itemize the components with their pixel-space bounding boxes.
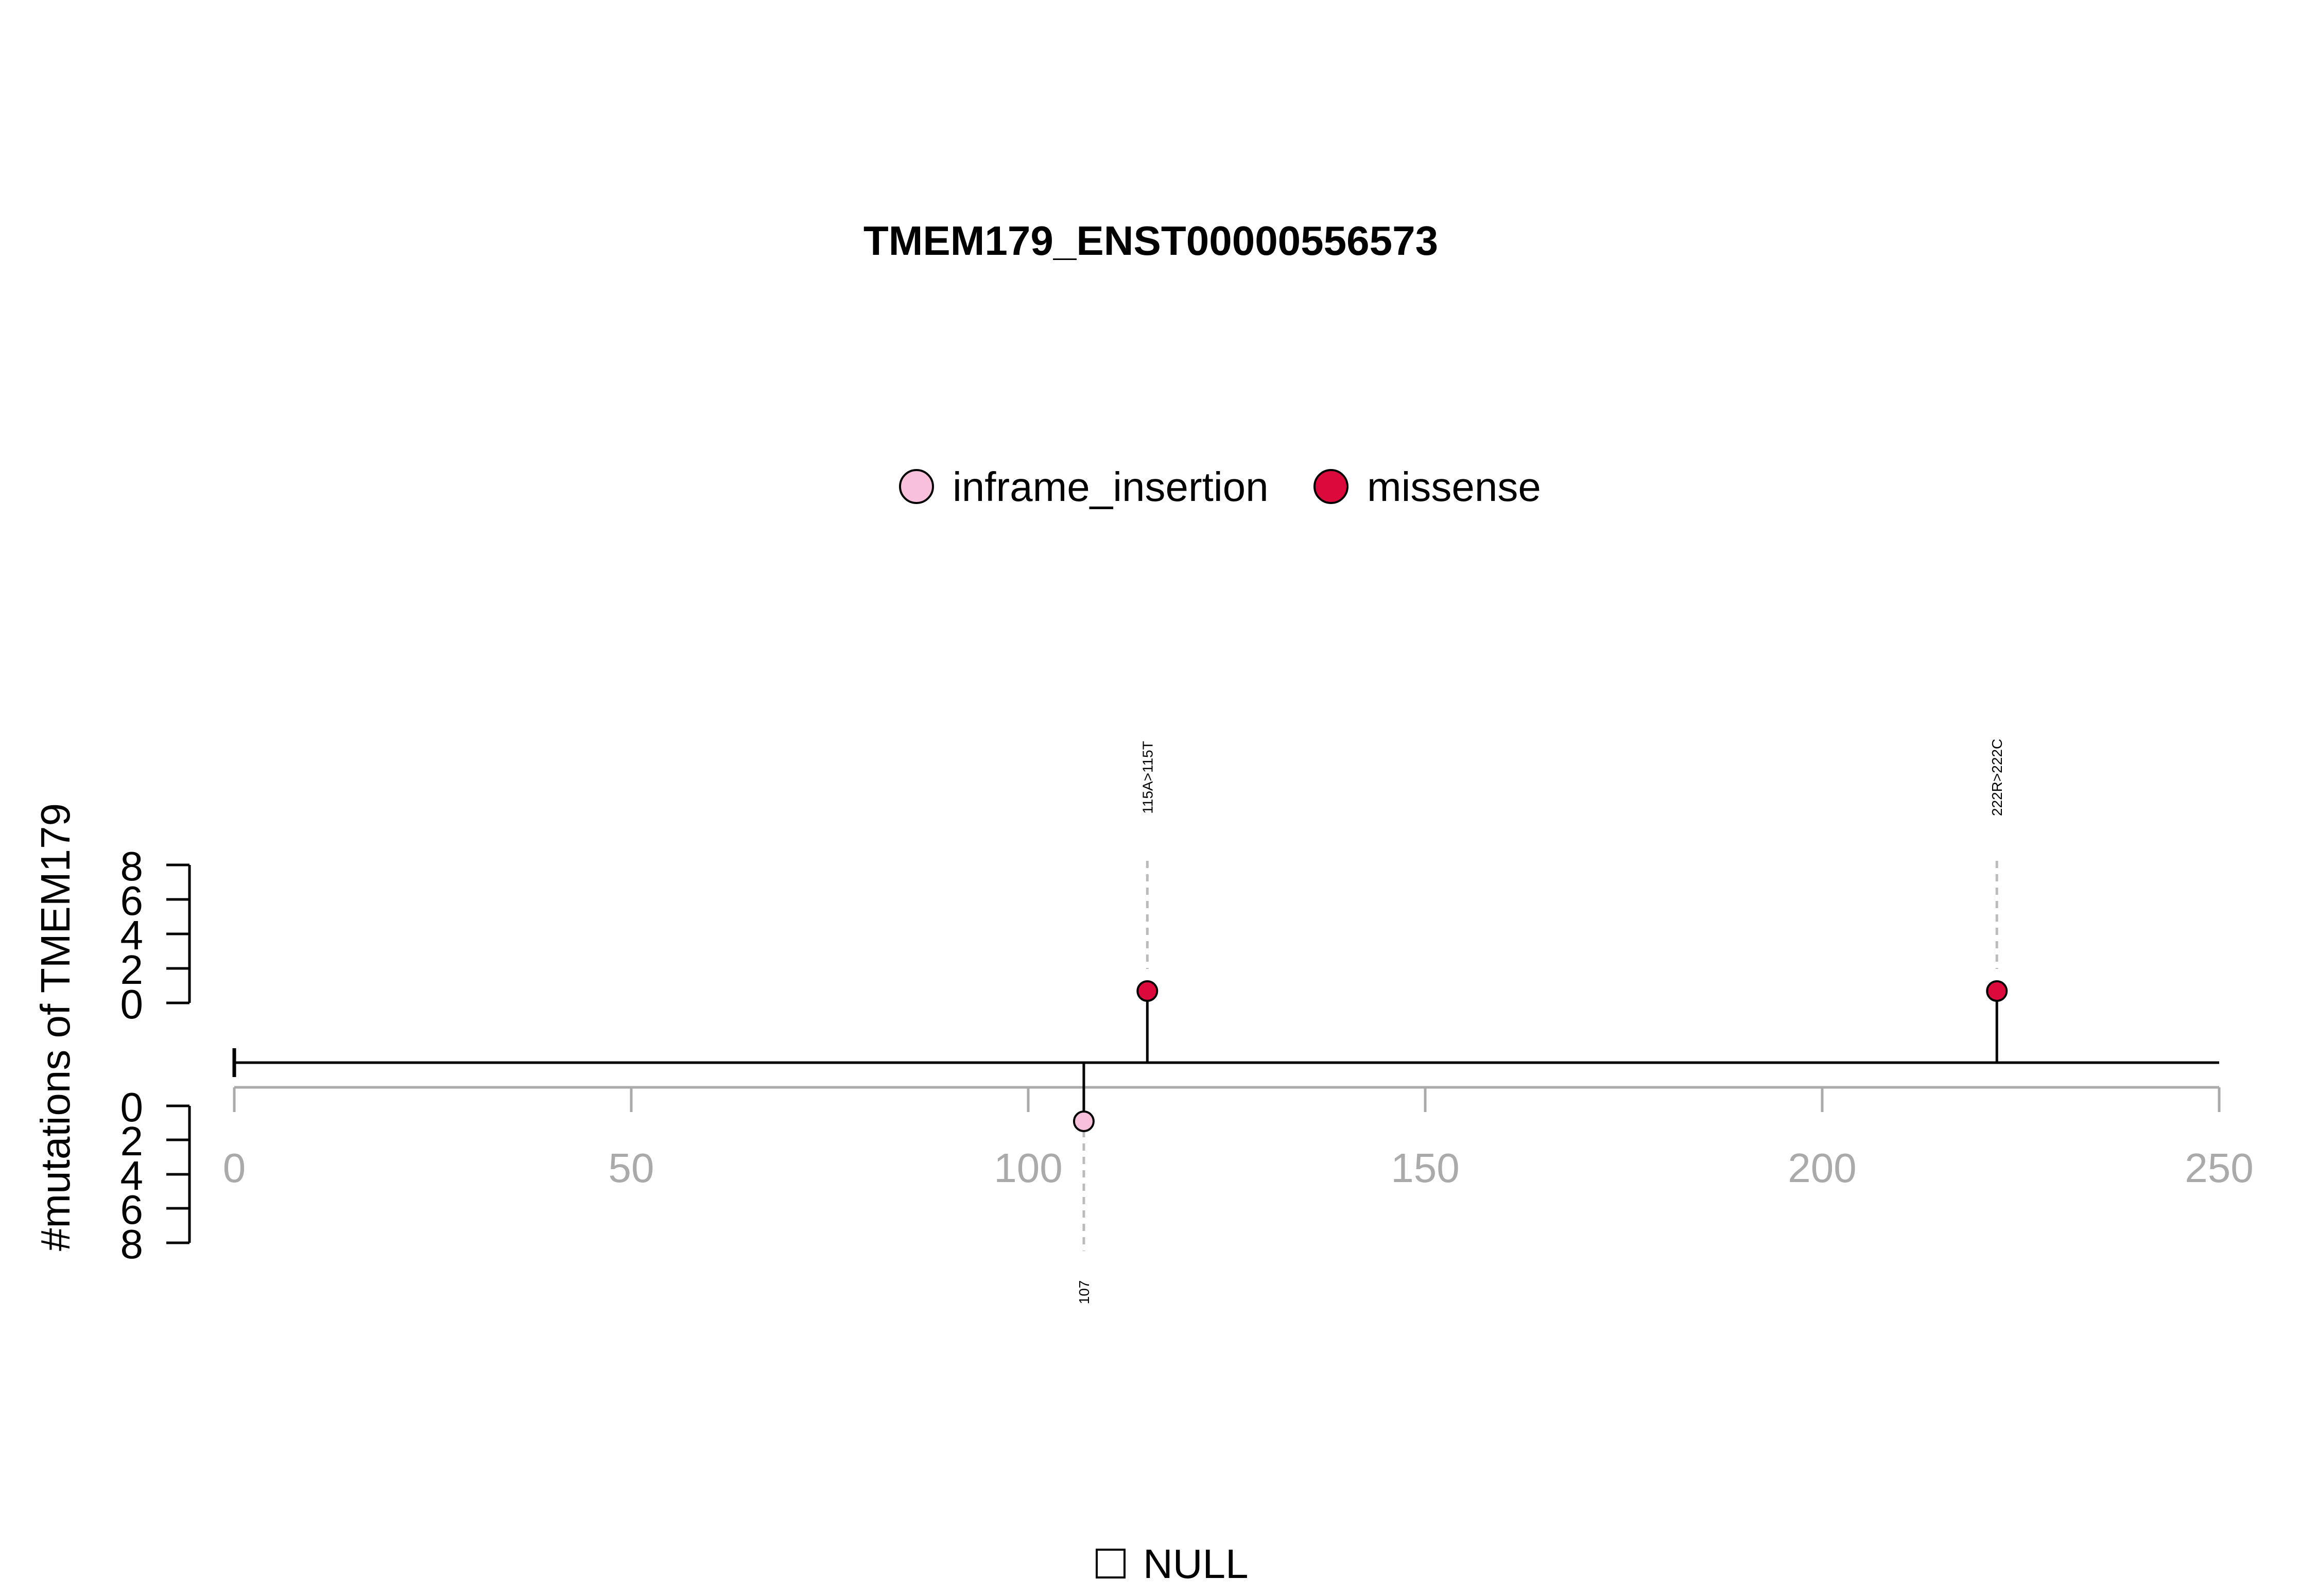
domain-legend-swatch xyxy=(1096,1549,1126,1578)
y-axis-label: #mutations of TMEM179 xyxy=(32,803,78,1251)
legend-label-inframe-insertion: inframe_insertion xyxy=(953,464,1269,510)
y-top-tick-label: 2 xyxy=(120,947,144,993)
domain-legend: NULL xyxy=(1096,1541,1249,1587)
y-axis-bottom: 0 2 4 6 8 xyxy=(120,1084,191,1267)
mutation-point xyxy=(1073,1111,1095,1132)
y-top-tick-label: 0 xyxy=(120,981,144,1027)
y-top-tick-label: 4 xyxy=(120,912,144,958)
legend-marker-inframe-insertion xyxy=(899,469,934,504)
y-top-tick-label: 8 xyxy=(120,843,144,889)
legend-label-missense: missense xyxy=(1367,464,1541,510)
y-bottom-tick-label: 0 xyxy=(120,1084,144,1130)
x-tick-label: 0 xyxy=(223,1145,246,1191)
x-tick-label: 50 xyxy=(609,1145,654,1191)
x-tick-label: 100 xyxy=(994,1145,1062,1191)
y-top-tick-label: 6 xyxy=(120,878,144,924)
mutation-point xyxy=(1986,980,2008,1002)
chart-title: TMEM179_ENST00000556573 xyxy=(863,218,1438,264)
mutation-label: 107 xyxy=(1076,1280,1092,1305)
legend: inframe_insertion missense xyxy=(899,464,1541,510)
y-bottom-tick-label: 8 xyxy=(120,1221,144,1267)
mutation-label: 222R>222C xyxy=(1989,739,2005,816)
x-tick-label: 200 xyxy=(1788,1145,1856,1191)
x-tick-label: 150 xyxy=(1391,1145,1459,1191)
y-axis-top: 0 2 4 6 8 xyxy=(120,843,191,1027)
y-bottom-tick-label: 2 xyxy=(120,1118,144,1164)
x-axis: 0 50 100 150 200 250 xyxy=(223,1086,2254,1191)
y-bottom-tick-label: 4 xyxy=(120,1153,144,1199)
y-bottom-tick-label: 6 xyxy=(120,1187,144,1233)
mutation-marks: 115A>115T 222R>222C 107 xyxy=(1073,739,2008,1305)
mutation-label: 115A>115T xyxy=(1139,741,1155,813)
domain-legend-label: NULL xyxy=(1143,1541,1249,1587)
x-tick-label: 250 xyxy=(2185,1145,2253,1191)
legend-marker-missense xyxy=(1313,469,1348,504)
mutation-point xyxy=(1136,980,1158,1002)
